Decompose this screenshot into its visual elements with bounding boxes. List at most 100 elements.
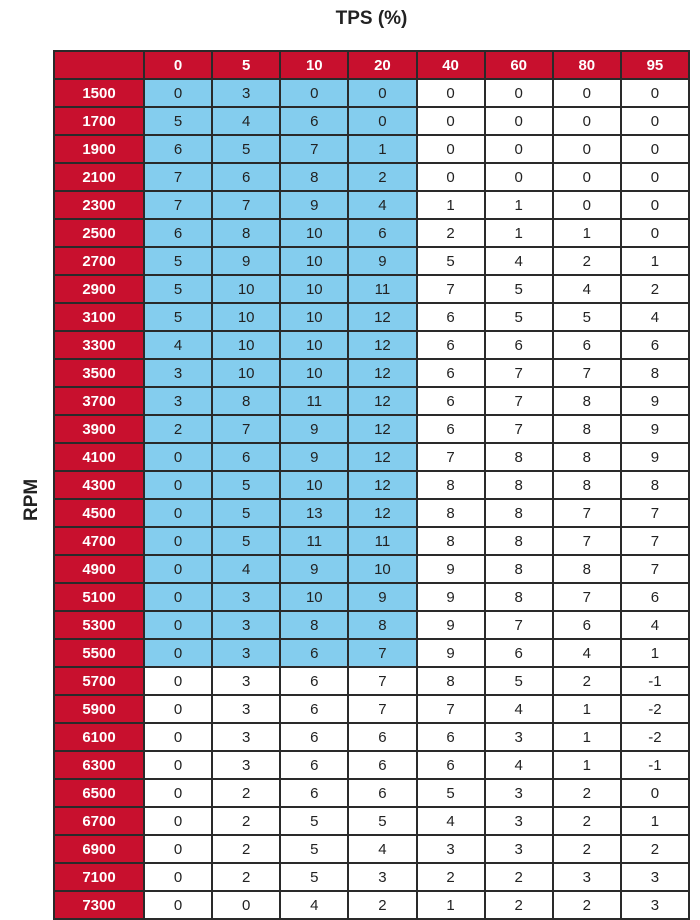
value-cell: 6 bbox=[619, 330, 691, 360]
rpm-row-header: 2100 bbox=[53, 162, 145, 192]
value-cell: 8 bbox=[279, 162, 350, 192]
value-cell: -1 bbox=[619, 666, 691, 696]
table-row: 4500 0 5 13 12 8 8 7 7 bbox=[53, 498, 691, 528]
value-cell: 6 bbox=[142, 218, 214, 248]
value-cell: 0 bbox=[551, 162, 622, 192]
column-header: 60 bbox=[483, 50, 554, 80]
value-cell: 3 bbox=[551, 862, 622, 892]
value-cell: 12 bbox=[347, 386, 418, 416]
value-cell: 8 bbox=[483, 582, 554, 612]
value-cell: 4 bbox=[211, 554, 282, 584]
value-cell: 3 bbox=[211, 638, 282, 668]
rpm-row-header: 2300 bbox=[53, 190, 145, 220]
rpm-row-header: 6900 bbox=[53, 834, 145, 864]
value-cell: 11 bbox=[279, 386, 350, 416]
rpm-row-header: 7300 bbox=[53, 890, 145, 920]
value-cell: 6 bbox=[211, 442, 282, 472]
column-header: 0 bbox=[142, 50, 214, 80]
value-cell: 10 bbox=[279, 330, 350, 360]
value-cell: 5 bbox=[551, 302, 622, 332]
column-header: 20 bbox=[347, 50, 418, 80]
value-cell: 4 bbox=[347, 834, 418, 864]
rpm-row-header: 6700 bbox=[53, 806, 145, 836]
table-row: 1900 6 5 7 1 0 0 0 0 bbox=[53, 134, 691, 164]
value-cell: 3 bbox=[211, 722, 282, 752]
value-cell: 10 bbox=[211, 302, 282, 332]
value-cell: 6 bbox=[415, 414, 486, 444]
value-cell: 0 bbox=[142, 806, 214, 836]
value-cell: 0 bbox=[142, 834, 214, 864]
value-cell: 6 bbox=[279, 722, 350, 752]
value-cell: 2 bbox=[142, 414, 214, 444]
value-cell: 0 bbox=[483, 106, 554, 136]
table-row: 2100 7 6 8 2 0 0 0 0 bbox=[53, 162, 691, 192]
table-row: 4300 0 5 10 12 8 8 8 8 bbox=[53, 470, 691, 500]
value-cell: 0 bbox=[347, 78, 418, 108]
value-cell: 10 bbox=[211, 274, 282, 304]
rpm-row-header: 5300 bbox=[53, 610, 145, 640]
value-cell: 0 bbox=[211, 890, 282, 920]
value-cell: 8 bbox=[551, 554, 622, 584]
value-cell: 0 bbox=[142, 582, 214, 612]
value-cell: 2 bbox=[551, 834, 622, 864]
value-cell: 6 bbox=[347, 750, 418, 780]
value-cell: 5 bbox=[211, 498, 282, 528]
value-cell: 4 bbox=[279, 890, 350, 920]
value-cell: 7 bbox=[347, 638, 418, 668]
value-cell: 1 bbox=[619, 806, 691, 836]
value-cell: 8 bbox=[415, 666, 486, 696]
value-cell: 5 bbox=[279, 862, 350, 892]
value-cell: 1 bbox=[551, 722, 622, 752]
value-cell: 2 bbox=[619, 274, 691, 304]
value-cell: 4 bbox=[551, 638, 622, 668]
value-cell: 0 bbox=[551, 190, 622, 220]
value-cell: 4 bbox=[619, 610, 691, 640]
value-cell: 0 bbox=[142, 470, 214, 500]
value-cell: 4 bbox=[211, 106, 282, 136]
table-row: 1500 0 3 0 0 0 0 0 0 bbox=[53, 78, 691, 108]
value-cell: 6 bbox=[279, 750, 350, 780]
value-cell: 7 bbox=[619, 526, 691, 556]
value-cell: 9 bbox=[347, 246, 418, 276]
value-cell: 8 bbox=[415, 498, 486, 528]
rpm-row-header: 5100 bbox=[53, 582, 145, 612]
value-cell: -2 bbox=[619, 694, 691, 724]
value-cell: 2 bbox=[211, 862, 282, 892]
value-cell: 1 bbox=[415, 190, 486, 220]
value-cell: 1 bbox=[619, 246, 691, 276]
table-row: 6300 0 3 6 6 6 4 1 -1 bbox=[53, 750, 691, 780]
value-cell: 3 bbox=[211, 666, 282, 696]
corner-cell bbox=[53, 50, 145, 80]
value-cell: 5 bbox=[415, 246, 486, 276]
value-cell: 1 bbox=[619, 638, 691, 668]
value-cell: 7 bbox=[619, 554, 691, 584]
value-cell: 1 bbox=[551, 218, 622, 248]
value-cell: 8 bbox=[483, 526, 554, 556]
value-cell: 5 bbox=[142, 106, 214, 136]
value-cell: 2 bbox=[211, 806, 282, 836]
rpm-axis-label: RPM bbox=[21, 478, 42, 521]
value-cell: 7 bbox=[483, 358, 554, 388]
table-row: 6700 0 2 5 5 4 3 2 1 bbox=[53, 806, 691, 836]
value-cell: 3 bbox=[211, 750, 282, 780]
value-cell: 10 bbox=[279, 302, 350, 332]
value-cell: 9 bbox=[415, 582, 486, 612]
value-cell: 6 bbox=[483, 330, 554, 360]
value-cell: 3 bbox=[483, 778, 554, 808]
value-cell: 3 bbox=[619, 890, 691, 920]
value-cell: 7 bbox=[551, 498, 622, 528]
value-cell: 0 bbox=[483, 78, 554, 108]
value-cell: 7 bbox=[551, 526, 622, 556]
value-cell: 12 bbox=[347, 498, 418, 528]
rpm-row-header: 6300 bbox=[53, 750, 145, 780]
rpm-row-header: 3300 bbox=[53, 330, 145, 360]
table-row: 3100 5 10 10 12 6 5 5 4 bbox=[53, 302, 691, 332]
value-cell: 7 bbox=[483, 610, 554, 640]
value-cell: 9 bbox=[619, 386, 691, 416]
rpm-row-header: 6500 bbox=[53, 778, 145, 808]
value-cell: 11 bbox=[279, 526, 350, 556]
value-cell: 6 bbox=[279, 106, 350, 136]
value-cell: 8 bbox=[483, 442, 554, 472]
value-cell: 10 bbox=[279, 470, 350, 500]
value-cell: 7 bbox=[483, 414, 554, 444]
